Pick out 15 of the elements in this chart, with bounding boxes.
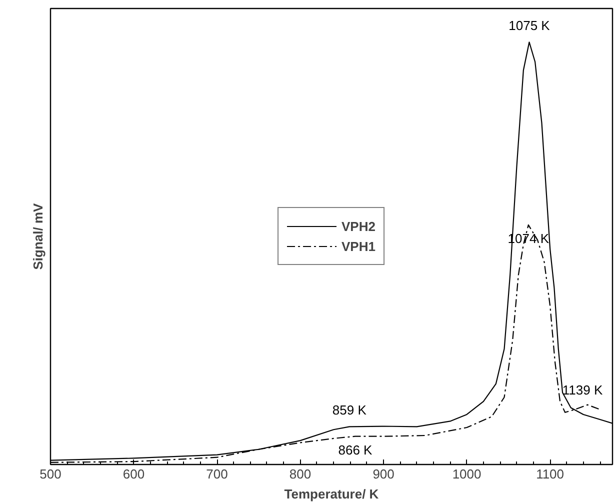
x-tick-label: 1000: [452, 466, 482, 482]
x-tick-label: 1100: [536, 466, 564, 482]
annotation: 1139 K: [562, 382, 603, 398]
x-tick-label: 800: [289, 466, 312, 482]
legend-label: VPH2: [342, 218, 376, 234]
x-tick-label: 700: [206, 466, 228, 482]
annotation: 866 K: [338, 442, 373, 458]
legend-label: VPH1: [342, 238, 376, 254]
x-tick-label: 600: [122, 466, 145, 482]
annotation: 859 K: [332, 402, 367, 418]
x-tick-label: 500: [40, 466, 62, 482]
x-tick-label: 900: [372, 466, 394, 482]
annotation: 1075 K: [508, 18, 550, 34]
y-axis-title: Signal/ mV: [30, 202, 46, 270]
x-axis-title: Temperature/ K: [284, 486, 380, 502]
